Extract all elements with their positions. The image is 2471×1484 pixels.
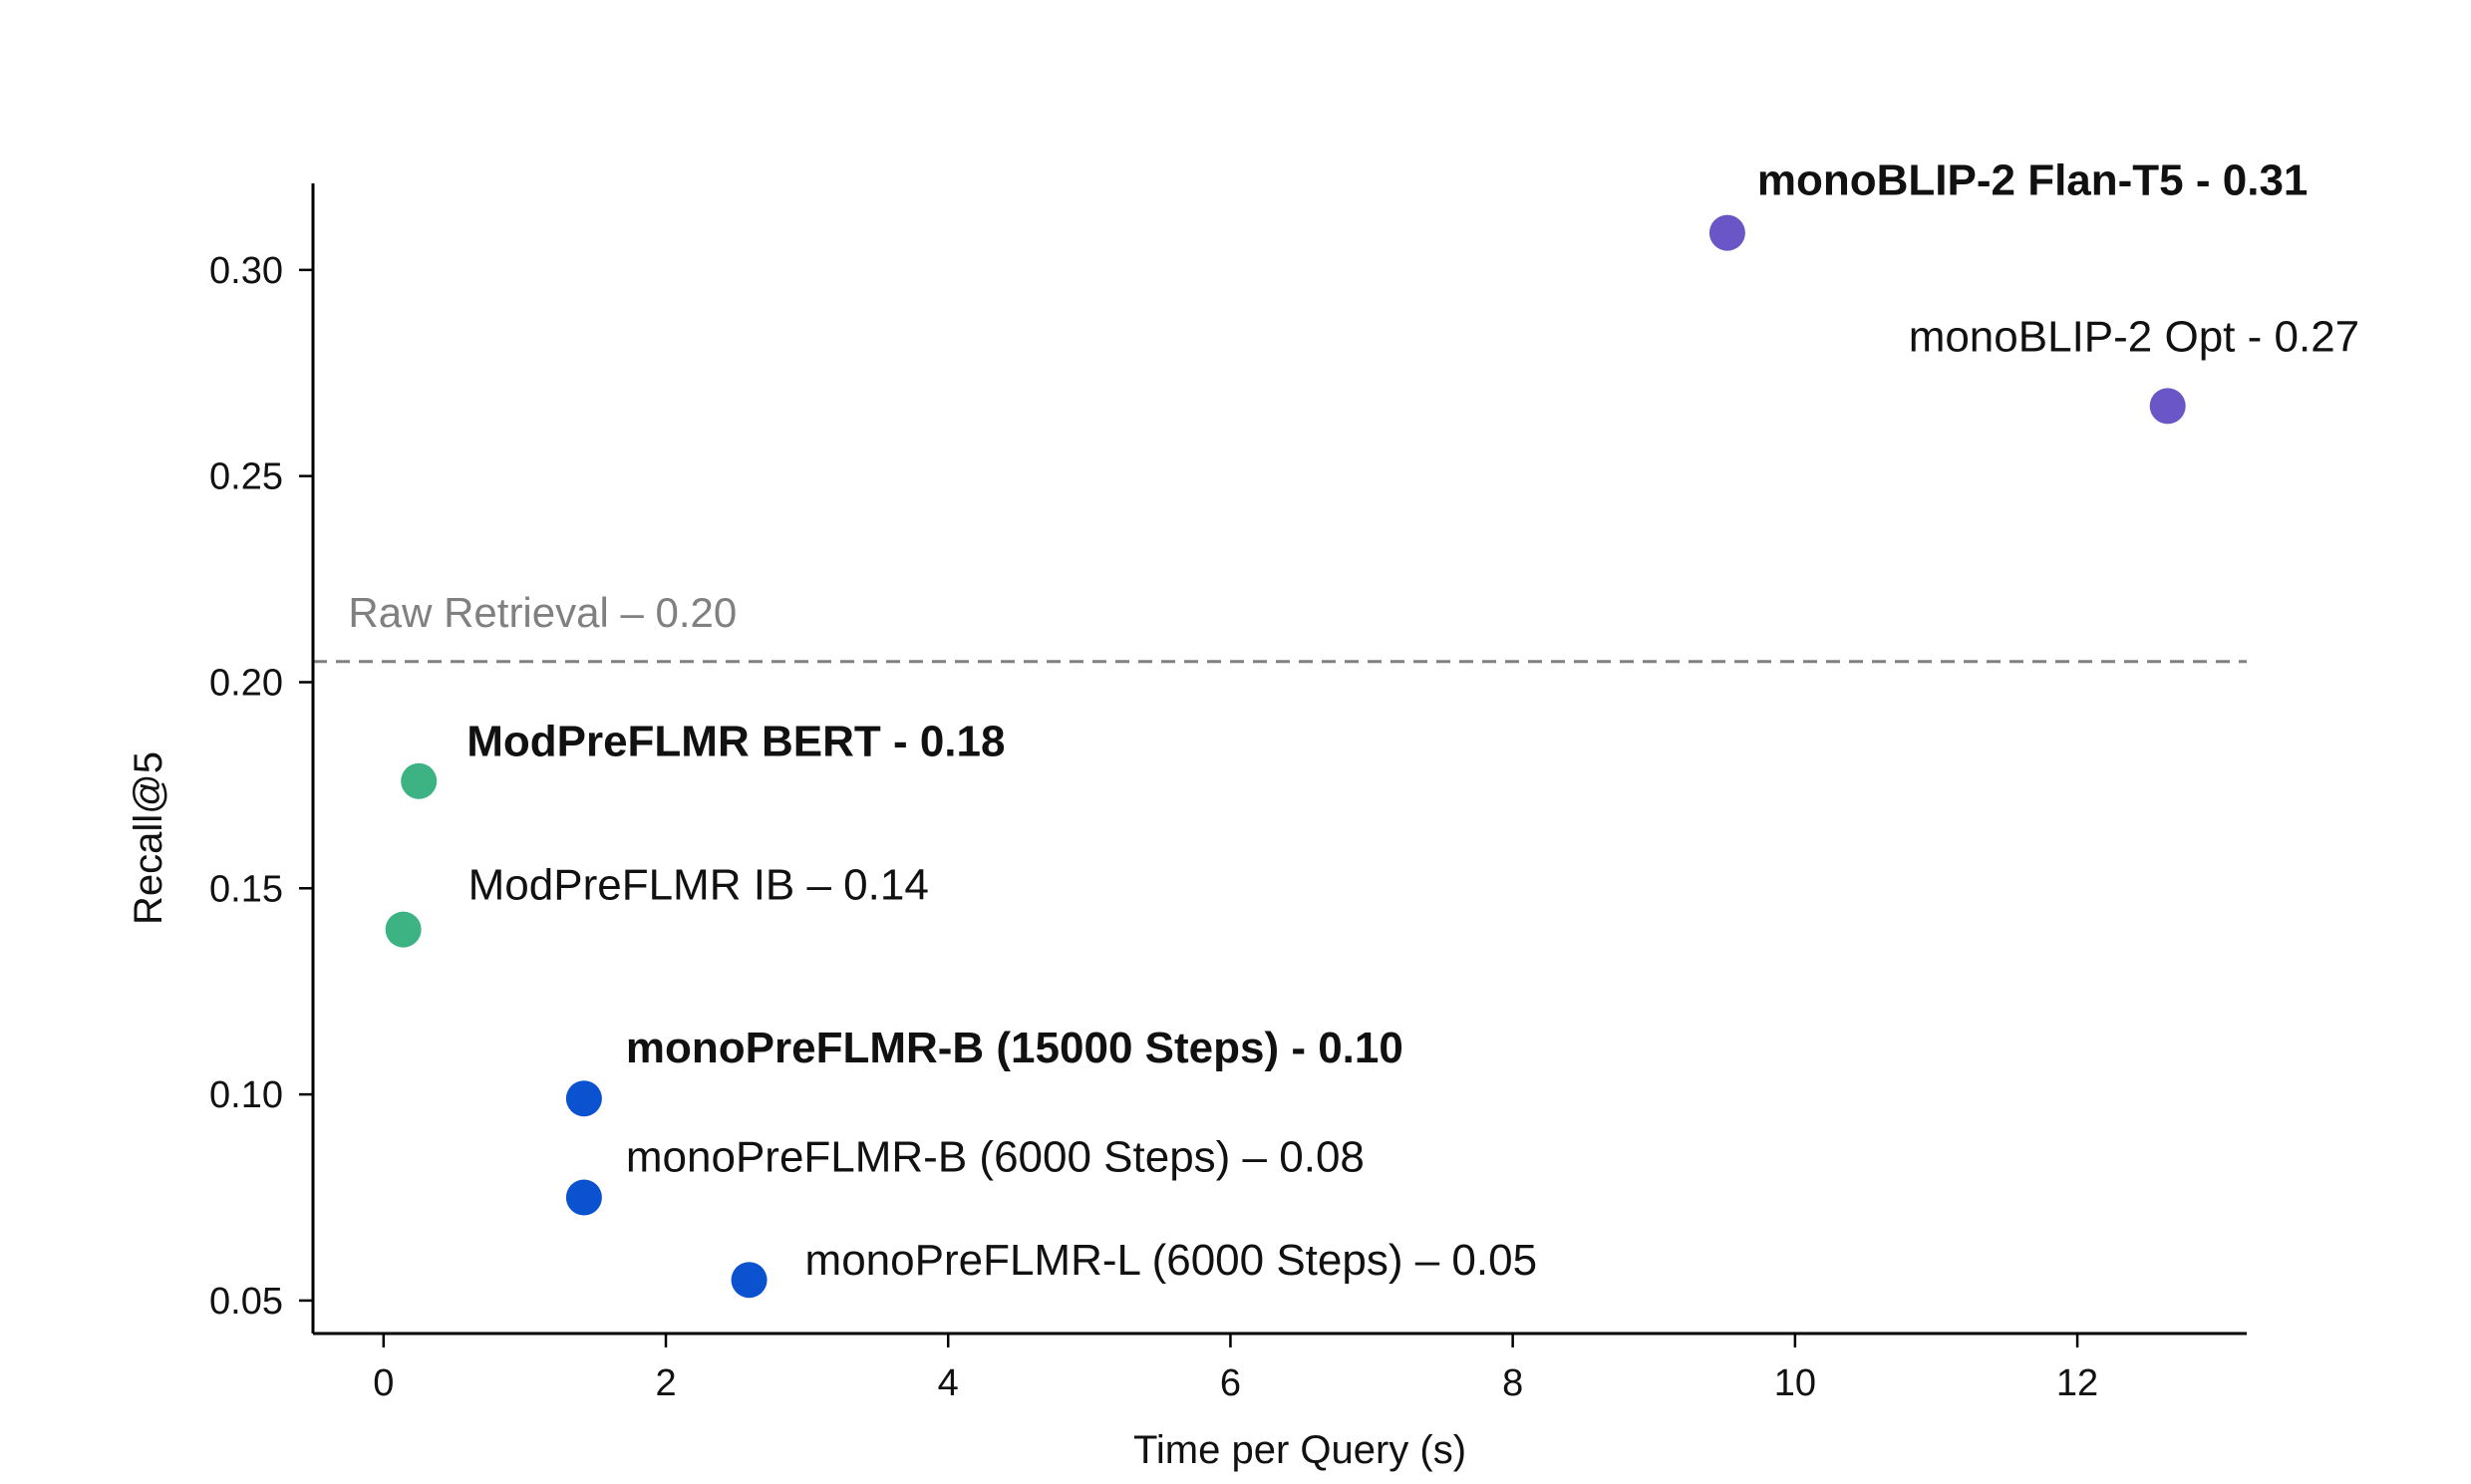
- y-tick-label: 0.05: [209, 1281, 283, 1323]
- data-point: [565, 1179, 602, 1216]
- data-point-label: monoPreFLMR-L (6000 Steps) – 0.05: [805, 1236, 1538, 1285]
- data-point: [385, 911, 422, 948]
- y-tick-label: 0.15: [209, 868, 283, 910]
- data-point-label: monoPreFLMR-B (6000 Steps) – 0.08: [626, 1133, 1365, 1182]
- data-point: [401, 762, 438, 799]
- x-tick-label: 2: [655, 1362, 676, 1404]
- data-point-label: monoBLIP-2 Flan-T5 - 0.31: [1757, 156, 2309, 205]
- axes: 0 2 4 6 8 10 12 0.05 0.10 0.15 0.20 0.25 0.30: [209, 183, 2247, 1404]
- data-point: [1708, 214, 1745, 251]
- y-tick-label: 0.20: [209, 662, 283, 704]
- data-point: [565, 1080, 602, 1117]
- x-tick-label: 8: [1502, 1362, 1523, 1404]
- y-tick-label: 0.10: [209, 1074, 283, 1116]
- reference-line-group: Raw Retrieval – 0.20: [313, 589, 2247, 664]
- data-point-label: ModPreFLMR IB – 0.14: [468, 861, 929, 910]
- x-tick-label: 0: [373, 1362, 394, 1404]
- y-tick-label: 0.30: [209, 250, 283, 292]
- data-points: monoBLIP-2 Flan-T5 - 0.31 monoBLIP-2 Opt …: [385, 156, 2359, 1299]
- data-point: [731, 1262, 768, 1299]
- data-point: [2149, 388, 2186, 425]
- data-point-label: monoBLIP-2 Opt - 0.27: [1909, 312, 2359, 361]
- data-point-label: ModPreFLMR BERT - 0.18: [466, 718, 1005, 766]
- x-tick-label: 12: [2056, 1362, 2098, 1404]
- x-tick-label: 6: [1220, 1362, 1241, 1404]
- x-tick-label: 10: [1774, 1362, 1816, 1404]
- y-axis-label: Recall@5: [127, 751, 170, 925]
- y-tick-label: 0.25: [209, 456, 283, 498]
- raw-retrieval-label: Raw Retrieval – 0.20: [348, 589, 737, 636]
- x-axis-label: Time per Query (s): [1133, 1428, 1466, 1472]
- data-point-label: monoPreFLMR-B (15000 Steps) - 0.10: [626, 1024, 1403, 1072]
- x-tick-label: 4: [938, 1362, 959, 1404]
